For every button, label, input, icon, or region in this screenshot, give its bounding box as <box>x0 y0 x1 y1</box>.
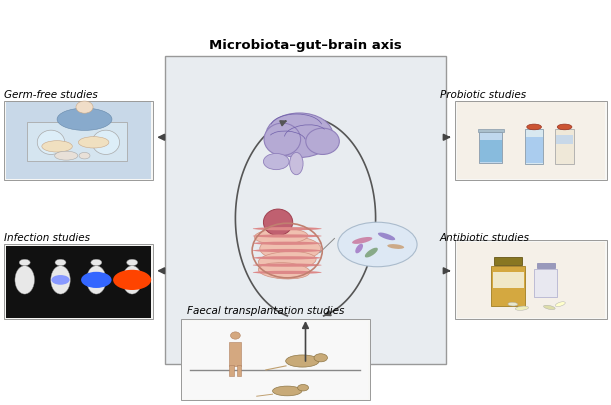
FancyBboxPatch shape <box>5 103 152 179</box>
Ellipse shape <box>87 266 106 294</box>
Ellipse shape <box>378 233 395 241</box>
Ellipse shape <box>527 125 541 130</box>
Ellipse shape <box>253 235 321 238</box>
FancyBboxPatch shape <box>27 123 127 161</box>
Ellipse shape <box>37 131 65 155</box>
Ellipse shape <box>51 266 70 294</box>
FancyBboxPatch shape <box>525 138 543 164</box>
FancyBboxPatch shape <box>166 57 445 364</box>
Ellipse shape <box>253 271 321 274</box>
FancyBboxPatch shape <box>536 263 555 268</box>
Text: Faecal transplantation studies: Faecal transplantation studies <box>186 305 344 315</box>
Ellipse shape <box>365 248 378 258</box>
Ellipse shape <box>266 114 333 158</box>
FancyBboxPatch shape <box>455 102 607 180</box>
FancyBboxPatch shape <box>556 136 573 145</box>
FancyBboxPatch shape <box>229 342 241 366</box>
Text: Microbiota–gut–brain axis: Microbiota–gut–brain axis <box>209 39 402 52</box>
FancyBboxPatch shape <box>229 365 234 376</box>
Ellipse shape <box>306 129 339 155</box>
Ellipse shape <box>263 154 289 170</box>
FancyBboxPatch shape <box>494 258 522 265</box>
Text: Germ-free studies: Germ-free studies <box>4 90 98 100</box>
Text: Probiotic studies: Probiotic studies <box>439 90 525 100</box>
Ellipse shape <box>79 153 90 160</box>
Ellipse shape <box>42 141 72 153</box>
Ellipse shape <box>76 102 93 114</box>
Ellipse shape <box>264 124 301 156</box>
FancyBboxPatch shape <box>534 269 557 297</box>
Ellipse shape <box>253 257 321 260</box>
Ellipse shape <box>555 302 565 307</box>
Ellipse shape <box>263 209 293 236</box>
FancyBboxPatch shape <box>456 103 606 179</box>
Ellipse shape <box>557 125 572 130</box>
Text: Antibiotic studies: Antibiotic studies <box>439 233 530 243</box>
FancyBboxPatch shape <box>4 102 153 180</box>
Ellipse shape <box>290 153 303 175</box>
Ellipse shape <box>352 237 372 244</box>
Ellipse shape <box>253 264 321 267</box>
Text: Infection studies: Infection studies <box>4 233 90 243</box>
FancyBboxPatch shape <box>480 141 502 163</box>
Ellipse shape <box>387 245 404 249</box>
Ellipse shape <box>78 137 109 149</box>
Ellipse shape <box>57 109 112 131</box>
Ellipse shape <box>19 260 30 266</box>
Ellipse shape <box>355 244 363 254</box>
Ellipse shape <box>260 237 321 261</box>
Ellipse shape <box>126 260 137 266</box>
Ellipse shape <box>54 152 78 161</box>
Ellipse shape <box>230 332 240 339</box>
Ellipse shape <box>258 263 310 279</box>
Ellipse shape <box>113 270 151 290</box>
Ellipse shape <box>51 275 70 285</box>
Ellipse shape <box>81 272 112 288</box>
FancyBboxPatch shape <box>525 130 543 164</box>
FancyBboxPatch shape <box>491 266 525 307</box>
Ellipse shape <box>253 242 321 245</box>
FancyBboxPatch shape <box>478 130 503 133</box>
Ellipse shape <box>286 355 319 367</box>
Ellipse shape <box>55 260 66 266</box>
FancyBboxPatch shape <box>479 133 502 163</box>
Ellipse shape <box>92 131 120 155</box>
Ellipse shape <box>298 384 309 391</box>
Ellipse shape <box>253 249 321 253</box>
FancyBboxPatch shape <box>555 130 574 164</box>
Ellipse shape <box>338 223 417 267</box>
Ellipse shape <box>544 305 555 310</box>
Ellipse shape <box>91 260 102 266</box>
Ellipse shape <box>253 228 321 231</box>
Ellipse shape <box>258 252 316 270</box>
FancyBboxPatch shape <box>180 320 370 400</box>
FancyBboxPatch shape <box>455 241 607 320</box>
Ellipse shape <box>515 306 529 311</box>
Ellipse shape <box>314 354 327 362</box>
FancyBboxPatch shape <box>236 365 241 376</box>
FancyBboxPatch shape <box>5 246 152 318</box>
Ellipse shape <box>122 266 142 294</box>
Ellipse shape <box>15 266 34 294</box>
Ellipse shape <box>254 229 308 245</box>
FancyBboxPatch shape <box>493 272 524 288</box>
Ellipse shape <box>508 303 518 306</box>
Ellipse shape <box>273 386 302 396</box>
FancyBboxPatch shape <box>456 242 606 318</box>
FancyBboxPatch shape <box>182 321 368 399</box>
FancyBboxPatch shape <box>4 245 153 320</box>
